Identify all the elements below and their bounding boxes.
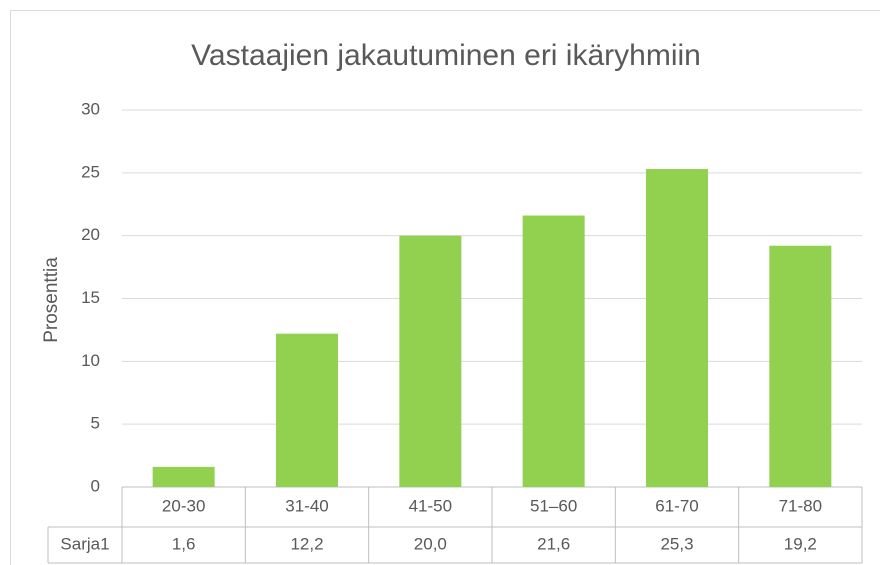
x-tick-label: 61-70	[655, 496, 698, 515]
y-tick-label: 25	[81, 162, 100, 181]
y-tick-label: 20	[81, 225, 100, 244]
data-label: 12,2	[290, 534, 323, 553]
data-label: 19,2	[784, 534, 817, 553]
data-label: 25,3	[660, 534, 693, 553]
y-axis-label: Prosenttia	[41, 257, 62, 343]
y-tick-label: 10	[81, 351, 100, 370]
chart-title: Vastaajien jakautuminen eri ikäryhmiin	[191, 39, 701, 72]
x-tick-label: 31-40	[285, 496, 328, 515]
legend-label: Sarja1	[60, 534, 109, 553]
bar	[152, 466, 215, 487]
data-label: 1,6	[172, 534, 196, 553]
x-tick-label: 41-50	[409, 496, 452, 515]
bar	[399, 235, 462, 487]
y-tick-label: 30	[81, 99, 100, 118]
y-tick-label: 5	[91, 414, 100, 433]
x-tick-label: 51–60	[530, 496, 577, 515]
data-label: 21,6	[537, 534, 570, 553]
bar	[276, 333, 338, 487]
bar	[769, 245, 832, 487]
x-tick-label: 71-80	[779, 496, 822, 515]
data-label: 20,0	[414, 534, 447, 553]
bar	[522, 215, 585, 487]
bar	[646, 169, 708, 487]
y-tick-label: 15	[81, 288, 100, 307]
y-tick-label: 0	[91, 476, 100, 495]
x-tick-label: 20-30	[162, 496, 205, 515]
